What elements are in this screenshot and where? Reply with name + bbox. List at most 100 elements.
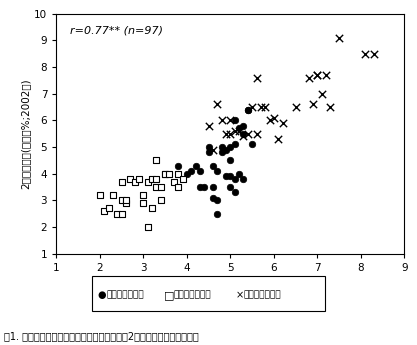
Point: [292, 104, 299, 110]
Point: [196, 184, 203, 190]
Point: [231, 176, 238, 182]
Point: [310, 102, 317, 107]
Point: [149, 176, 156, 182]
Point: [319, 91, 325, 97]
Point: [157, 184, 164, 190]
Point: [214, 198, 221, 203]
Text: 晩生品種・系統: 晩生品種・系統: [244, 290, 281, 299]
Point: [136, 176, 142, 182]
Point: [162, 171, 168, 176]
Point: [110, 192, 116, 198]
Point: [227, 118, 234, 123]
Point: [101, 208, 108, 214]
Point: [240, 131, 247, 136]
Point: [323, 72, 329, 78]
Point: [123, 198, 129, 203]
Point: [231, 189, 238, 195]
Point: [227, 184, 234, 190]
Point: [275, 136, 281, 142]
Point: [231, 141, 238, 147]
Point: [153, 184, 160, 190]
Point: [140, 192, 147, 198]
Point: [153, 158, 160, 163]
Point: [105, 206, 112, 211]
Point: [118, 179, 125, 184]
Point: [214, 168, 221, 174]
Text: 図1. オーチャードグラス品種・系統におけと2番草糧含量の年次間変動: 図1. オーチャードグラス品種・系統におけと2番草糧含量の年次間変動: [4, 332, 199, 342]
Point: [236, 128, 242, 134]
Point: [227, 144, 234, 150]
X-axis label: 2番草糧含量(乾物中%;2001年): 2番草糧含量(乾物中%;2001年): [175, 277, 286, 287]
Point: [236, 126, 242, 131]
Point: [314, 72, 321, 78]
Point: [314, 72, 321, 78]
Point: [223, 131, 229, 136]
Point: [244, 131, 251, 136]
Point: [219, 150, 225, 155]
Point: [362, 51, 369, 57]
Point: [162, 171, 168, 176]
Point: [114, 211, 121, 216]
Point: [192, 163, 199, 168]
Text: 早生品種・系統: 早生品種・系統: [106, 290, 144, 299]
Point: [244, 107, 251, 112]
Point: [183, 171, 190, 176]
Point: [205, 123, 212, 128]
Point: [214, 211, 221, 216]
Point: [279, 120, 286, 126]
Point: [157, 198, 164, 203]
Text: ●: ●: [98, 290, 106, 300]
Point: [231, 118, 238, 123]
Point: [118, 211, 125, 216]
Point: [305, 75, 312, 80]
Point: [371, 51, 377, 57]
Point: [240, 134, 247, 139]
Point: [327, 104, 334, 110]
Point: [253, 75, 260, 80]
Point: [205, 144, 212, 150]
Point: [223, 147, 229, 152]
Point: [196, 168, 203, 174]
Point: [227, 131, 234, 136]
Point: [175, 163, 181, 168]
Point: [336, 35, 342, 41]
Point: [210, 195, 216, 200]
Text: ×: ×: [236, 290, 244, 300]
Point: [144, 224, 151, 230]
Point: [223, 174, 229, 179]
Point: [266, 118, 273, 123]
Point: [201, 184, 208, 190]
Point: [214, 102, 221, 107]
Point: [236, 171, 242, 176]
Point: [127, 176, 133, 182]
Point: [171, 179, 177, 184]
Point: [262, 104, 269, 110]
Point: [166, 171, 173, 176]
Point: [253, 131, 260, 136]
Point: [96, 192, 103, 198]
Point: [179, 176, 186, 182]
Point: [227, 174, 234, 179]
Y-axis label: 2番草糧含量(乾物中%;2002年): 2番草糧含量(乾物中%;2002年): [20, 78, 30, 189]
Point: [249, 104, 256, 110]
Point: [219, 118, 225, 123]
Point: [240, 176, 247, 182]
Point: [144, 179, 151, 184]
Point: [140, 200, 147, 206]
Text: □: □: [163, 290, 174, 300]
Text: r=0.77** (n=97): r=0.77** (n=97): [70, 26, 163, 36]
Point: [153, 176, 160, 182]
Point: [149, 206, 156, 211]
Text: 中生品種・系統: 中生品種・系統: [173, 290, 211, 299]
Point: [118, 198, 125, 203]
Point: [205, 150, 212, 155]
Point: [249, 141, 256, 147]
Point: [231, 128, 238, 134]
Point: [271, 115, 277, 120]
Point: [123, 200, 129, 206]
Point: [188, 168, 195, 174]
Point: [240, 123, 247, 128]
Point: [210, 163, 216, 168]
Point: [210, 184, 216, 190]
Point: [210, 147, 216, 152]
